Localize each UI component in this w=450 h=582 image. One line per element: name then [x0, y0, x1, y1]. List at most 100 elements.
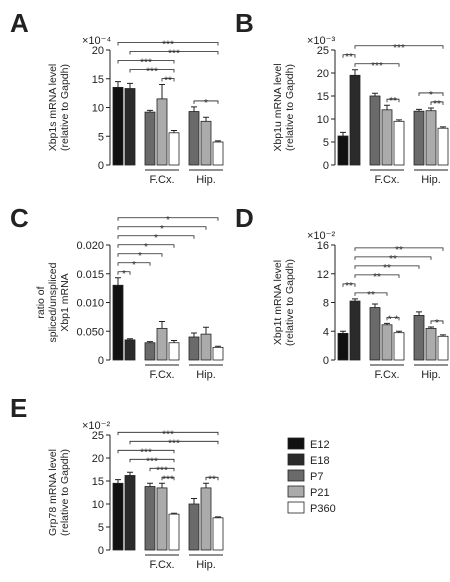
significance-bracket	[129, 69, 175, 73]
bar	[337, 333, 349, 361]
x-group-label: Hip.	[196, 559, 216, 571]
error-bar	[215, 345, 221, 348]
significance-bracket	[149, 467, 175, 472]
error-bar	[127, 82, 133, 89]
significance-bracket	[117, 226, 207, 230]
significance-bracket	[161, 476, 175, 481]
y-tick-label: 5	[98, 522, 104, 534]
error-bar	[384, 322, 390, 325]
error-bar	[127, 471, 133, 476]
bar	[144, 342, 156, 361]
significance-label: ***	[371, 61, 383, 72]
bar	[393, 120, 405, 166]
error-bar	[352, 69, 358, 76]
significance-label: ***	[393, 43, 405, 54]
panel-letter: E	[10, 393, 27, 423]
panel-letter: C	[10, 203, 29, 233]
error-bar	[340, 330, 346, 334]
significance-label: *	[138, 251, 142, 262]
significance-label: ***	[146, 456, 158, 467]
y-axis-label: Xbp1u mRNA level	[272, 63, 284, 151]
chart-panel: D ×10⁻² Xbp1t mRNA level (relative to Gapdh…	[235, 203, 449, 381]
error-bar	[203, 116, 209, 122]
significance-bracket	[386, 316, 400, 321]
significance-label: *	[122, 269, 126, 280]
error-bar	[384, 104, 390, 110]
x-group-label: Hip.	[421, 174, 441, 186]
significance-label: **	[345, 281, 353, 292]
error-bar	[159, 320, 165, 329]
bar	[144, 111, 156, 166]
y-tick-label: 0.010	[76, 298, 104, 310]
y-axis-label: ratio of	[35, 286, 47, 318]
x-group-label: F.Cx.	[149, 369, 174, 381]
y-tick-label: 0	[323, 160, 329, 172]
error-bar	[428, 326, 434, 329]
bar	[112, 284, 124, 361]
significance-bracket	[117, 217, 219, 221]
error-bar	[352, 298, 358, 302]
bar	[124, 339, 136, 361]
significance-bracket	[354, 265, 420, 269]
significance-label: **	[383, 263, 391, 274]
y-axis-label: (relative to Gapdh)	[284, 64, 296, 151]
legend: E12 E18 P7 P21 P360	[287, 437, 336, 515]
significance-label: ***	[140, 447, 152, 458]
bar	[112, 482, 124, 551]
error-bar	[440, 126, 446, 129]
scale-label: ×10⁻⁴	[82, 35, 111, 47]
bar	[156, 487, 168, 551]
bar	[188, 111, 200, 166]
y-tick-label: 10	[317, 114, 329, 126]
significance-bracket	[430, 101, 444, 105]
bar	[156, 98, 168, 166]
y-tick-label: 25	[92, 430, 104, 442]
bar	[156, 327, 168, 361]
significance-label: **	[345, 52, 353, 63]
bar	[425, 110, 437, 166]
significance-label: ***	[146, 67, 158, 78]
y-tick-label: 8	[323, 298, 329, 310]
y-tick-label: 5	[98, 131, 104, 143]
bar	[437, 335, 449, 361]
y-tick-label: 0.015	[76, 269, 104, 281]
significance-bracket	[354, 274, 400, 278]
y-tick-label: 10	[92, 103, 104, 115]
legend-swatch	[287, 485, 305, 498]
y-tick-label: 20	[317, 68, 329, 80]
x-group-label: F.Cx.	[374, 174, 399, 186]
significance-bracket	[117, 271, 131, 275]
significance-label: ***	[156, 465, 168, 476]
bar	[168, 132, 180, 166]
y-tick-label: 4	[323, 326, 329, 338]
y-axis-label: (relative to Gapdh)	[59, 449, 71, 536]
error-bar	[215, 140, 221, 142]
bar	[200, 333, 212, 361]
error-bar	[428, 107, 434, 111]
y-axis-label: spliced/unspliced	[47, 262, 59, 342]
scale-label: ×10⁻³	[307, 35, 335, 47]
y-tick-label: 15	[92, 74, 104, 86]
legend-label: E18	[310, 455, 330, 467]
error-bar	[203, 482, 209, 488]
y-tick-label: 0	[98, 160, 104, 172]
significance-label: ***	[162, 474, 174, 485]
scale-label: ×10⁻²	[82, 420, 110, 432]
error-bar	[115, 277, 121, 286]
chart-panel: A ×10⁻⁴ Xbp1s mRNA level (relative to Gapdh…	[10, 8, 224, 186]
y-tick-label: 25	[317, 45, 329, 57]
scale-label: ×10⁻²	[307, 230, 335, 242]
y-tick-label: 0.020	[76, 240, 104, 252]
bar	[144, 486, 156, 551]
y-tick-label: 20	[92, 453, 104, 465]
bar	[425, 327, 437, 361]
legend-label: P7	[310, 471, 323, 483]
significance-bracket	[354, 247, 444, 251]
significance-bracket	[129, 440, 219, 445]
significance-label: **	[389, 254, 397, 265]
bar	[124, 475, 136, 551]
significance-bracket	[117, 262, 151, 266]
error-bar	[191, 332, 197, 337]
